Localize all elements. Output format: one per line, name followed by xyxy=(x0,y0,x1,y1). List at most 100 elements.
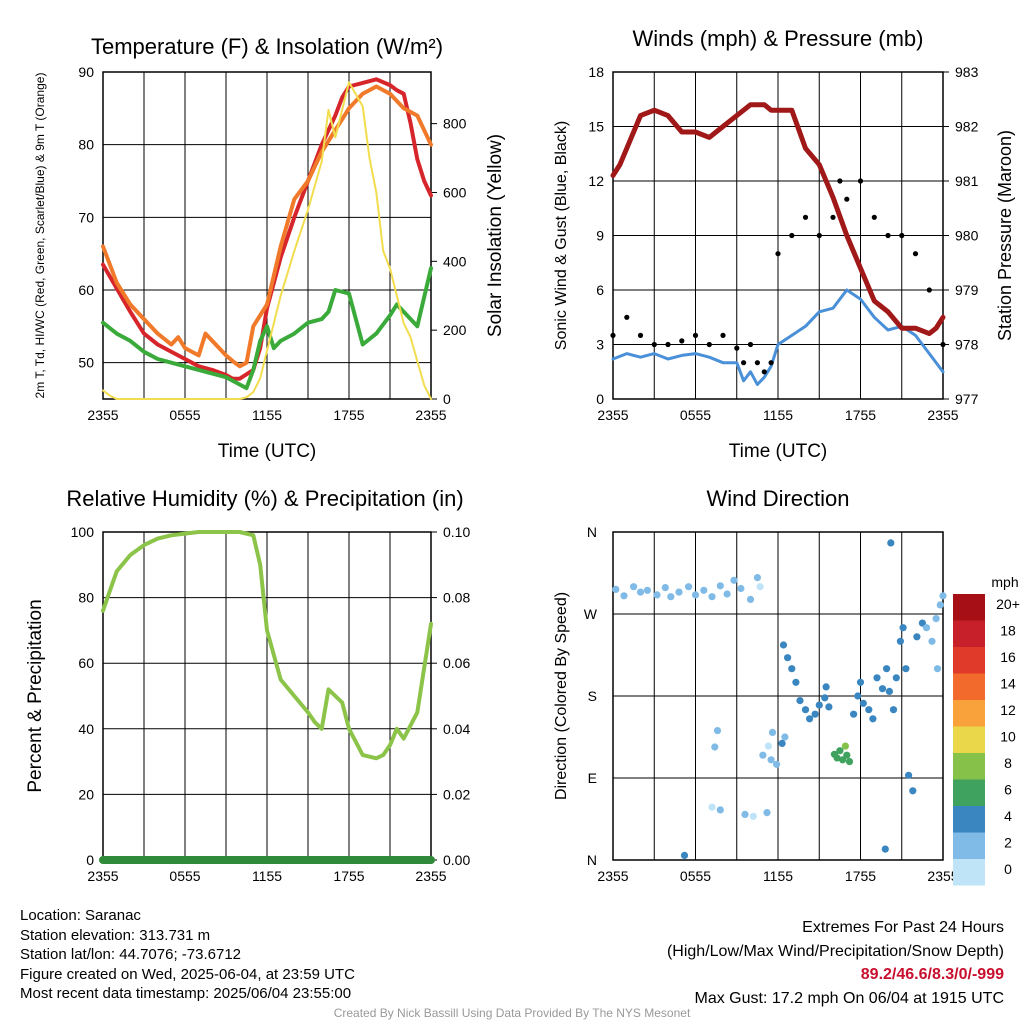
colorbar-label: 14 xyxy=(1000,676,1016,692)
direction-point xyxy=(764,742,773,750)
direction-point xyxy=(899,624,907,632)
y-tick-label: 18 xyxy=(588,64,604,80)
direction-point xyxy=(922,624,931,632)
direction-point xyxy=(680,851,689,860)
colorbar-swatch xyxy=(953,806,985,833)
direction-point xyxy=(825,703,833,711)
x-tick-label: 2355 xyxy=(87,868,118,884)
direction-point xyxy=(801,706,810,714)
direction-point xyxy=(836,747,844,755)
y2-tick-label: 200 xyxy=(443,322,467,338)
direction-point xyxy=(821,694,829,702)
panel-title: Temperature (F) & Insolation (W/m²) xyxy=(91,34,443,59)
station-info: Location: Saranac Station elevation: 313… xyxy=(20,906,355,1004)
direction-point xyxy=(856,678,865,686)
y2-tick-label: 0.10 xyxy=(443,524,470,540)
y-tick-label: 80 xyxy=(78,137,94,153)
direction-point xyxy=(859,699,867,707)
x-tick-label: 1755 xyxy=(845,868,876,884)
direction-point xyxy=(845,758,854,766)
direction-point xyxy=(763,809,771,817)
colorbar-label: 4 xyxy=(1004,808,1012,824)
colorbar-swatch xyxy=(953,859,985,886)
direction-point xyxy=(881,845,889,853)
y-tick-label: 70 xyxy=(78,209,94,225)
gust-point xyxy=(768,360,774,366)
y-tick-label: 90 xyxy=(78,64,94,80)
direction-point xyxy=(887,539,895,547)
y-tick-label: 3 xyxy=(596,337,604,353)
direction-point xyxy=(643,586,652,594)
max-gust-text: Max Gust: 17.2 mph On 06/04 at 1915 UTC xyxy=(694,989,1005,1007)
direction-point xyxy=(892,674,900,682)
temperature-panel: 50 60 70 80 90 0 200 400 600 800 2355 0555 1155 1755 2… xyxy=(33,34,506,462)
direction-point xyxy=(753,574,762,582)
direction-point xyxy=(653,591,661,599)
x-tick-label: 2355 xyxy=(597,407,628,423)
gust-point xyxy=(610,332,616,338)
direction-point xyxy=(939,592,947,600)
plot-frame xyxy=(612,71,944,400)
x-tick-label: 1155 xyxy=(252,407,282,423)
direction-point xyxy=(843,751,851,759)
y-tick-label: 100 xyxy=(71,524,95,540)
gust-point xyxy=(741,360,747,366)
colorbar-swatch xyxy=(953,726,985,753)
direction-point xyxy=(889,706,898,714)
direction-point xyxy=(784,654,792,662)
x-tick-label: 2355 xyxy=(415,407,446,423)
x-tick-label: 2355 xyxy=(87,407,118,423)
gust-point xyxy=(706,341,712,348)
y2-axis-label: Station Pressure (Maroon) xyxy=(995,130,1015,341)
temperature-line xyxy=(101,77,433,381)
y2-tick-label: 0.08 xyxy=(443,590,470,606)
direction-point xyxy=(713,727,722,735)
direction-point xyxy=(730,576,738,584)
direction-point xyxy=(749,812,757,820)
direction-point xyxy=(815,701,823,709)
y-tick-label: 20 xyxy=(78,786,94,802)
y-tick-label: 12 xyxy=(588,173,604,189)
y-axis-label: Sonic Wind & Gust (Blue, Black) xyxy=(553,121,570,350)
direction-point xyxy=(630,583,638,591)
x-axis-label: Time (UTC) xyxy=(218,441,317,462)
gust-point xyxy=(637,332,644,338)
y-tick-label: S xyxy=(588,688,597,704)
x-tick-label: 1155 xyxy=(252,868,282,884)
direction-point xyxy=(759,751,767,759)
y2-tick-label: 983 xyxy=(955,64,979,80)
x-axis-label: Time (UTC) xyxy=(729,441,828,462)
direction-point xyxy=(909,787,917,795)
gust-point xyxy=(754,360,761,366)
direction-point xyxy=(773,760,781,768)
y2-tick-label: 0.00 xyxy=(443,852,470,868)
direction-point xyxy=(869,715,877,723)
direction-point xyxy=(767,756,775,764)
direction-point xyxy=(918,619,927,627)
y2-tick-label: 0.04 xyxy=(443,721,470,737)
y-tick-label: N xyxy=(587,852,597,868)
gust-point xyxy=(899,232,905,239)
pressure-line xyxy=(610,102,946,337)
colorbar-label: 12 xyxy=(1000,702,1016,718)
gust-point xyxy=(926,287,932,293)
gust-point xyxy=(720,332,726,338)
gust-point xyxy=(940,341,946,348)
direction-point xyxy=(612,585,620,594)
y-tick-label: 0 xyxy=(86,852,94,868)
gust-point xyxy=(624,314,630,320)
colorbar-swatch xyxy=(953,753,985,780)
gust-point xyxy=(871,214,877,220)
x-tick-label: 0555 xyxy=(680,868,711,884)
colorbar-swatch xyxy=(953,832,985,859)
panel-title: Wind Direction xyxy=(706,486,849,511)
direction-point xyxy=(928,637,936,645)
elevation-text: Station elevation: 313.731 m xyxy=(20,926,211,944)
colorbar-label: 2 xyxy=(1004,835,1012,851)
gust-point xyxy=(830,214,836,220)
direction-point xyxy=(896,637,905,645)
x-tick-label: 0555 xyxy=(169,407,200,423)
colorbar-label: 8 xyxy=(1004,755,1012,771)
y2-tick-label: 979 xyxy=(955,282,979,298)
